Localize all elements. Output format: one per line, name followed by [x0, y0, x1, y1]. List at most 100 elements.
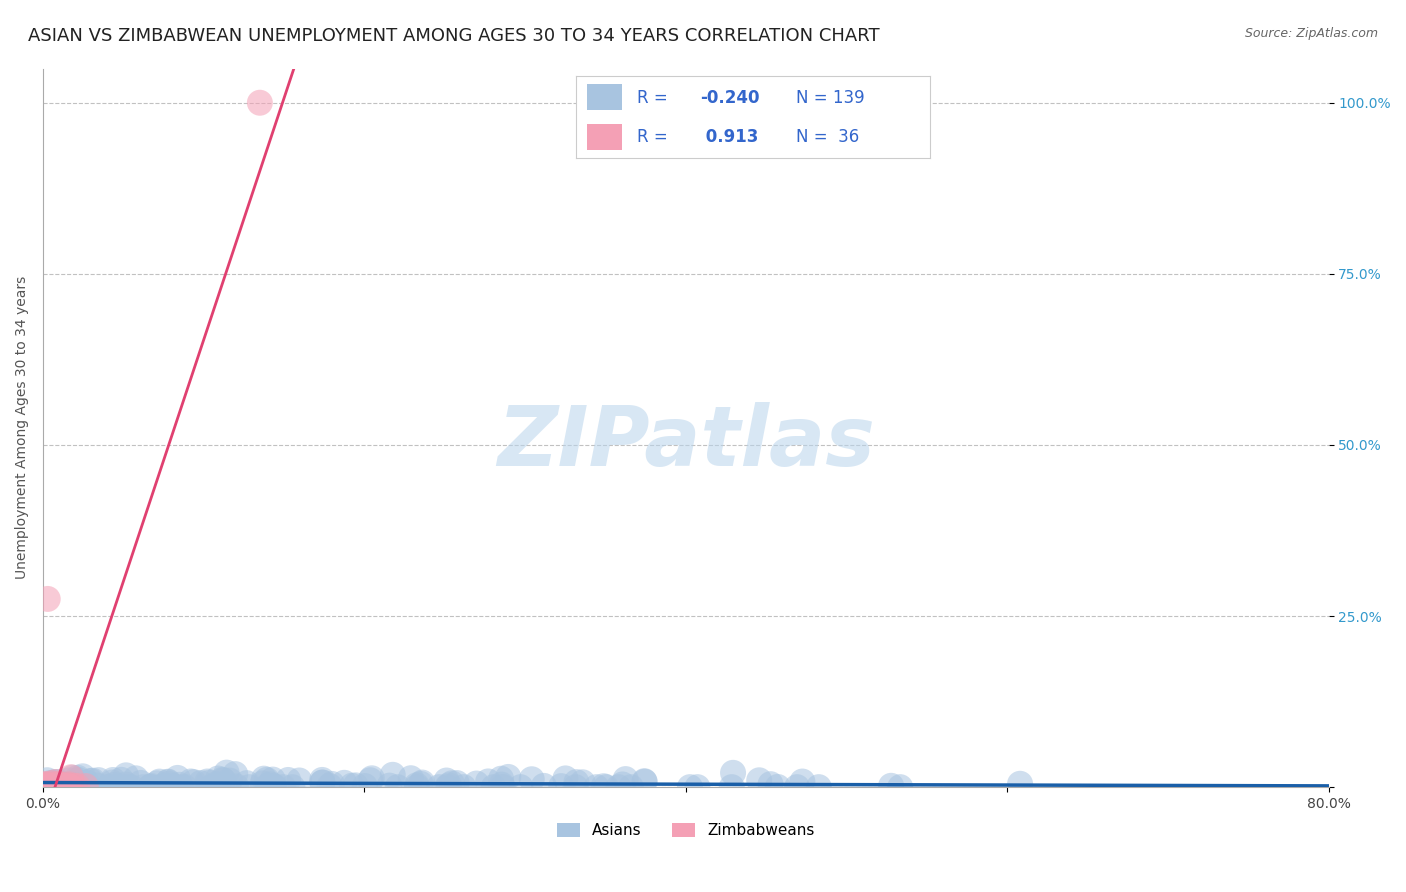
Point: [66, 779, 89, 793]
Point: [271, 780, 294, 794]
Point: [218, 773, 240, 788]
Point: [281, 780, 304, 794]
Point: [238, 780, 260, 794]
Point: [115, 777, 138, 791]
Point: [249, 95, 271, 110]
Point: [46, 777, 69, 791]
Point: [32, 780, 55, 794]
Point: [263, 780, 285, 794]
Point: [59, 780, 82, 794]
Point: [63, 779, 86, 793]
Point: [409, 777, 432, 791]
Point: [148, 774, 170, 789]
Point: [45, 775, 67, 789]
Point: [86, 778, 108, 792]
Point: [759, 777, 782, 791]
Point: [32, 777, 55, 791]
Point: [321, 777, 343, 791]
Point: [44, 780, 66, 794]
Point: [311, 775, 333, 789]
Point: [72, 769, 94, 783]
Point: [166, 771, 188, 785]
Point: [620, 780, 643, 794]
Text: ZIPatlas: ZIPatlas: [496, 401, 875, 483]
Point: [405, 780, 427, 794]
Point: [252, 776, 274, 790]
Point: [686, 780, 709, 794]
Point: [492, 780, 515, 794]
Point: [39, 776, 62, 790]
Point: [256, 772, 278, 787]
Point: [491, 778, 513, 792]
Point: [235, 776, 257, 790]
Point: [79, 774, 101, 789]
Point: [880, 779, 903, 793]
Point: [533, 779, 555, 793]
Point: [56, 779, 79, 793]
Point: [39, 780, 62, 794]
Point: [129, 776, 152, 790]
Point: [453, 780, 475, 794]
Point: [333, 776, 356, 790]
Point: [465, 776, 488, 790]
Point: [56, 779, 79, 793]
Point: [585, 780, 607, 794]
Point: [311, 775, 333, 789]
Point: [288, 773, 311, 788]
Point: [607, 780, 630, 794]
Text: Source: ZipAtlas.com: Source: ZipAtlas.com: [1244, 27, 1378, 40]
Point: [440, 776, 463, 790]
Point: [311, 772, 333, 787]
Point: [37, 777, 59, 791]
Point: [359, 773, 381, 788]
Point: [748, 773, 770, 788]
Point: [157, 774, 180, 789]
Point: [720, 780, 742, 794]
Point: [340, 779, 363, 793]
Point: [387, 780, 409, 794]
Point: [115, 768, 138, 782]
Point: [82, 773, 104, 788]
Point: [592, 779, 614, 793]
Point: [173, 780, 195, 794]
Point: [679, 780, 702, 794]
Point: [150, 780, 173, 794]
Point: [262, 772, 284, 787]
Point: [200, 780, 222, 794]
Point: [477, 774, 499, 789]
Point: [32, 780, 55, 794]
Point: [202, 780, 225, 794]
Point: [97, 780, 120, 794]
Point: [58, 777, 80, 791]
Point: [120, 780, 142, 794]
Point: [446, 776, 468, 790]
Point: [46, 777, 69, 791]
Point: [139, 780, 162, 794]
Point: [103, 778, 125, 792]
Point: [32, 780, 55, 794]
Point: [41, 780, 63, 794]
Point: [87, 773, 110, 788]
Point: [253, 772, 276, 786]
Point: [104, 780, 127, 794]
Point: [489, 772, 512, 786]
Point: [263, 779, 285, 793]
Point: [34, 779, 56, 793]
Point: [51, 777, 73, 791]
Point: [554, 772, 576, 786]
Point: [76, 775, 98, 789]
Point: [141, 780, 163, 794]
Point: [520, 772, 543, 787]
Point: [277, 772, 299, 787]
Point: [62, 771, 84, 785]
Point: [634, 774, 657, 789]
Point: [595, 780, 617, 794]
Point: [34, 778, 56, 792]
Point: [399, 771, 422, 785]
Point: [224, 767, 246, 781]
Point: [115, 780, 138, 794]
Point: [37, 591, 59, 606]
Point: [165, 780, 187, 794]
Point: [132, 780, 155, 794]
Point: [141, 779, 163, 793]
